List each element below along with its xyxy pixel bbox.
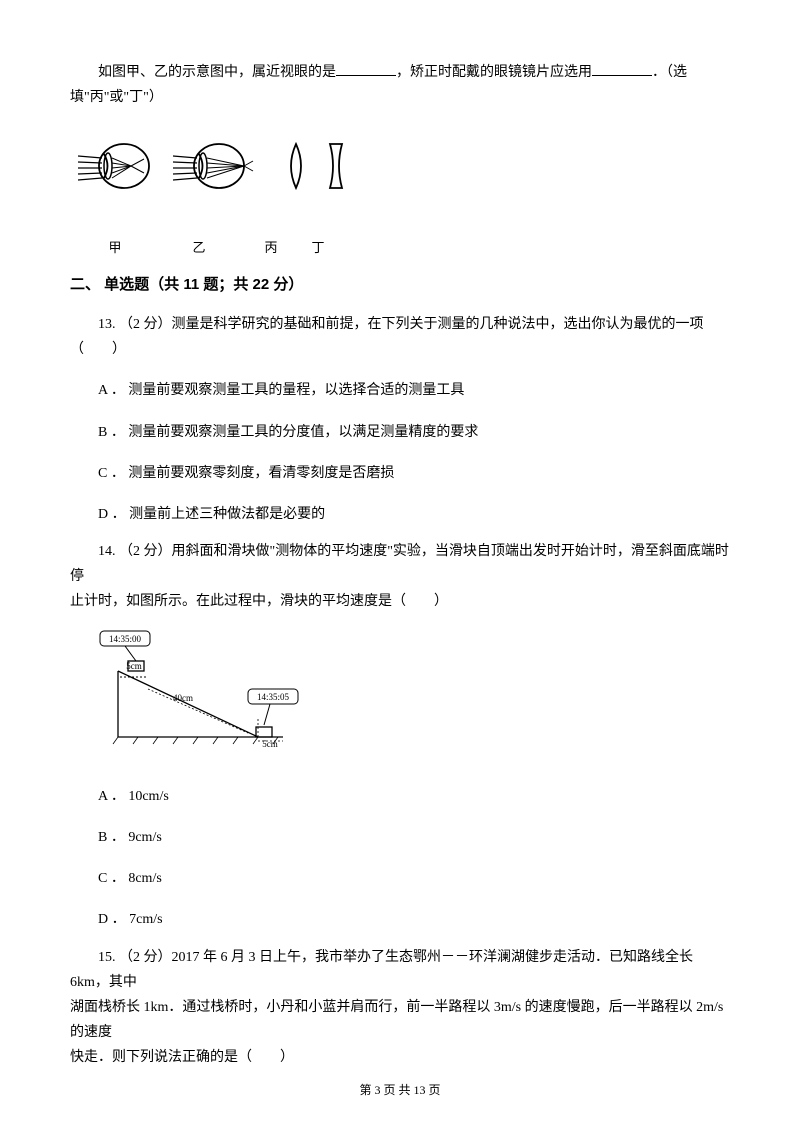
time-end-text: 14:35:05 — [257, 692, 290, 702]
q13-optA: A ． 测量前要观察测量工具的量程，以选择合适的测量工具 — [70, 378, 730, 403]
section-2-header: 二、 单选题（共 11 题；共 22 分） — [70, 271, 730, 298]
label-jia: 甲 — [76, 236, 154, 259]
label-yi: 乙 — [154, 236, 244, 259]
blank-2 — [592, 62, 652, 76]
label-ding: 丁 — [298, 236, 338, 259]
q14-stem-line1: 14. （2 分）用斜面和滑块做"测物体的平均速度"实验，当滑块自顶端出发时开始… — [70, 539, 730, 589]
q13-optD: D ． 测量前上述三种做法都是必要的 — [70, 502, 730, 527]
eye-yi-icon — [173, 144, 253, 188]
q14-optD: D ． 7cm/s — [70, 907, 730, 932]
lens-ding-icon — [330, 144, 342, 188]
intro-text2: ，矫正时配戴的眼镜镜片应选用 — [396, 65, 592, 80]
figure-slope: 14:35:00 5cm 40cm 14:35:05 5cm — [98, 629, 730, 768]
time-start-text: 14:35:00 — [109, 634, 142, 644]
eye-jia-icon — [78, 144, 149, 188]
q13-optB: B ． 测量前要观察测量工具的分度值，以满足测量精度的要求 — [70, 420, 730, 445]
q14-optC: C ． 8cm/s — [70, 866, 730, 891]
page-footer: 第 3 页 共 13 页 — [0, 1080, 800, 1102]
slope-svg: 14:35:00 5cm 40cm 14:35:05 5cm — [98, 629, 318, 759]
q15-stem-line1: 15. （2 分）2017 年 6 月 3 日上午，我市举办了生态鄂州－－环洋澜… — [70, 945, 730, 995]
q15-stem-line2: 湖面栈桥长 1km．通过栈桥时，小丹和小蓝并肩而行，前一半路程以 3m/s 的速… — [70, 995, 730, 1045]
eye-svg — [76, 136, 366, 226]
lens-bing-icon — [291, 144, 301, 188]
dist-slope: 40cm — [173, 693, 193, 703]
q15-stem-line3: 快走．则下列说法正确的是（ ） — [70, 1045, 730, 1070]
q14-stem-line2: 止计时，如图所示。在此过程中，滑块的平均速度是（ ） — [70, 589, 730, 614]
q14-optA: A ． 10cm/s — [70, 784, 730, 809]
label-bing: 丙 — [244, 236, 298, 259]
dist-top: 5cm — [126, 661, 142, 671]
q13-stem: 13. （2 分）测量是科学研究的基础和前提，在下列关于测量的几种说法中，选出你… — [70, 312, 730, 362]
q14-optB: B ． 9cm/s — [70, 825, 730, 850]
blank-1 — [336, 62, 396, 76]
figure-eye-diagrams: 甲 乙 丙 丁 — [76, 136, 730, 259]
intro-paragraph: 如图甲、乙的示意图中，属近视眼的是，矫正时配戴的眼镜镜片应选用．（选填"丙"或"… — [70, 60, 730, 110]
q13-optC: C ． 测量前要观察零刻度，看清零刻度是否磨损 — [70, 461, 730, 486]
intro-text1: 如图甲、乙的示意图中，属近视眼的是 — [98, 65, 336, 80]
